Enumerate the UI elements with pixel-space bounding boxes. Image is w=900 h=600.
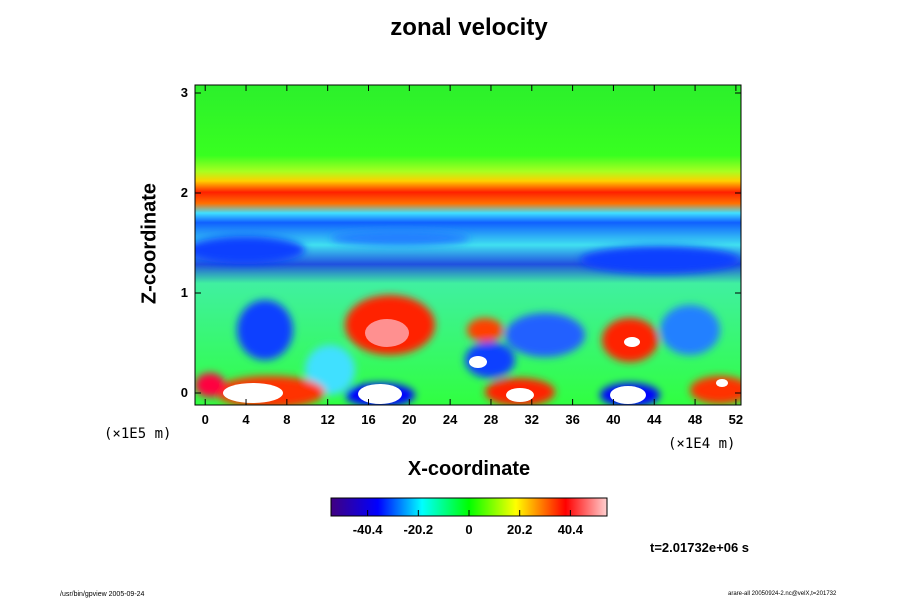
x-tick-label: 24 — [442, 412, 458, 427]
pos-eddy-7 — [195, 373, 225, 397]
pos-eddy-6 — [690, 376, 741, 404]
colorbar-tick-label: -40.4 — [352, 522, 383, 537]
y-scale-label: (×1E5 m) — [104, 426, 172, 442]
heatmap-field — [195, 85, 741, 405]
neg-eddy-4 — [237, 300, 293, 360]
pos-core-5 — [716, 379, 728, 387]
neg-eddy-5 — [505, 313, 585, 357]
y-tick-label: 0 — [180, 385, 188, 400]
x-tick-label: 20 — [402, 412, 417, 427]
x-tick-marks — [204, 85, 737, 405]
pos-core-2 — [223, 383, 283, 403]
x-tick-label: 8 — [283, 412, 291, 427]
x-scale-label: (×1E4 m) — [668, 436, 736, 452]
chart-title: zonal velocity — [390, 14, 548, 41]
y-tick-label: 1 — [180, 285, 188, 300]
time-annotation: t=2.01732e+06 s — [650, 540, 750, 555]
neg-eddy-6 — [660, 305, 720, 355]
x-tick-label: 40 — [606, 412, 621, 427]
footer-file: arare-all 20050924-2.nc@velX,t=201732 — [728, 591, 837, 597]
pos-core-4 — [624, 337, 640, 347]
x-tick-label: 52 — [728, 412, 744, 427]
plot-frame — [194, 84, 742, 406]
x-tick-label: 12 — [320, 412, 335, 427]
pos-core-1 — [365, 319, 409, 347]
x-axis-label: X-coordinate — [407, 458, 531, 480]
neg-eddy-3 — [330, 230, 470, 246]
x-tick-label: 32 — [524, 412, 540, 427]
neg-core-3 — [469, 356, 487, 368]
y-axis-label: Z-coordinate — [138, 182, 161, 305]
x-tick-label: 0 — [201, 412, 209, 427]
x-tick-label: 44 — [647, 412, 662, 427]
colorbar-tick-label: 40.4 — [557, 522, 584, 537]
colorbar-tick-marks — [367, 510, 571, 516]
x-tick-label: 16 — [361, 412, 376, 427]
neg-eddy-8 — [465, 342, 515, 378]
colorbar-tick-label: -20.2 — [403, 522, 434, 537]
neg-eddy-1 — [195, 236, 305, 264]
y-tick-label: 2 — [180, 185, 188, 200]
neg-core-2 — [610, 386, 646, 404]
x-tick-label: 28 — [483, 412, 499, 427]
y-tick-marks — [195, 92, 741, 394]
neg-eddy-2 — [580, 246, 740, 274]
colorbar-tick-label: 20.2 — [507, 522, 533, 537]
pos-core-3 — [506, 388, 534, 402]
pos-eddy-3 — [467, 318, 503, 342]
neg-eddy-7 — [305, 345, 355, 395]
x-tick-label: 36 — [565, 412, 580, 427]
y-tick-label: 3 — [180, 85, 188, 100]
neg-core-1 — [358, 384, 402, 404]
x-tick-label: 48 — [687, 412, 703, 427]
footer-command: /usr/bin/gpview 2005-09-24 — [60, 591, 145, 598]
colorbar-tick-label: 0 — [465, 522, 473, 537]
x-tick-label: 4 — [242, 412, 250, 427]
